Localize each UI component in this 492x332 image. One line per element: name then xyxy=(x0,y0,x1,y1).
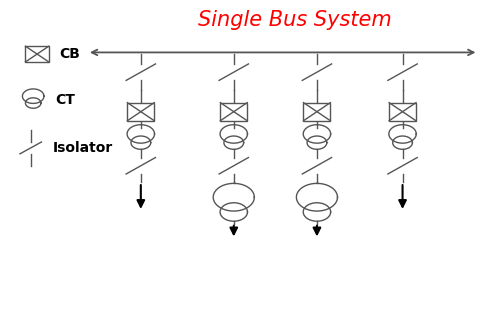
Bar xyxy=(220,103,247,121)
Text: Isolator: Isolator xyxy=(53,141,113,155)
Text: Single Bus System: Single Bus System xyxy=(198,10,392,30)
Text: CB: CB xyxy=(59,47,80,61)
Bar xyxy=(304,103,331,121)
Text: CT: CT xyxy=(55,93,75,107)
Bar xyxy=(389,103,416,121)
Bar xyxy=(127,103,154,121)
Bar xyxy=(26,46,49,62)
